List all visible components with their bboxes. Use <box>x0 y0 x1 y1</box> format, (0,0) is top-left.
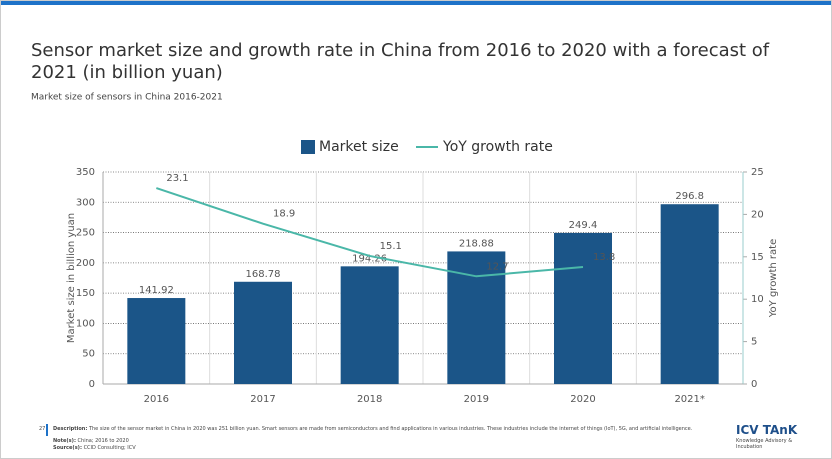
legend-label: Market size <box>319 139 399 155</box>
y2-tick-label: 25 <box>751 167 764 178</box>
y-tick-label: 350 <box>76 167 95 178</box>
bar-value-label: 194.26 <box>352 253 387 264</box>
source: Source(s): CCID Consulting; ICV <box>53 445 136 451</box>
top-bar <box>1 1 831 5</box>
source-label: Source(s): <box>53 445 82 451</box>
line-value-label: 15.1 <box>380 241 402 252</box>
title-line: Sensor market size and growth rate in Ch… <box>31 40 770 61</box>
bar <box>127 298 186 384</box>
x-tick-label: 2021* <box>674 394 704 405</box>
y2-tick-label: 5 <box>751 337 757 348</box>
line-value-label: 18.9 <box>273 209 295 220</box>
logo: ICV TAnK <box>736 423 798 437</box>
bar-value-label: 296.8 <box>675 191 704 202</box>
y-tick-label: 150 <box>76 288 95 299</box>
y-tick-label: 250 <box>76 228 95 239</box>
line-value-label: 12.7 <box>486 261 508 272</box>
y-tick-label: 200 <box>76 258 95 269</box>
line-value-label: 13.8 <box>593 252 615 263</box>
chart-title: Sensor market size and growth rate in Ch… <box>31 40 770 83</box>
y2-tick-label: 15 <box>751 252 764 263</box>
chart-subtitle: Market size of sensors in China 2016-202… <box>31 93 223 103</box>
description-label: Description: <box>53 426 88 432</box>
bar-value-label: 141.92 <box>139 285 174 296</box>
y2-tick-label: 0 <box>751 379 757 390</box>
y-axis-label: Market size in billion yuan <box>66 213 77 343</box>
x-tick-label: 2019 <box>464 394 489 405</box>
y-tick-label: 100 <box>76 318 95 329</box>
note-text: China; 2016 to 2020 <box>77 438 129 444</box>
note: Note(s): China; 2016 to 2020 <box>53 438 129 444</box>
y2-axis-label: YoY growth rate <box>768 239 779 318</box>
bar <box>340 266 399 384</box>
y-tick-label: 50 <box>82 349 95 360</box>
note-label: Note(s): <box>53 438 76 444</box>
logo-sub: Knowledge Advisory & Incubation <box>736 438 793 450</box>
x-tick-label: 2016 <box>144 394 169 405</box>
y2-tick-label: 20 <box>751 209 764 220</box>
bar <box>660 204 719 384</box>
bar <box>554 232 612 384</box>
bar-value-label: 168.78 <box>246 269 281 280</box>
y2-tick-label: 10 <box>751 294 764 305</box>
y-tick-label: 300 <box>76 197 95 208</box>
title-line: 2021 (in billion yuan) <box>31 62 223 83</box>
y-tick-label: 0 <box>89 379 95 390</box>
legend-label: YoY growth rate <box>442 139 553 155</box>
x-tick-label: 2018 <box>357 394 382 405</box>
bar-value-label: 249.4 <box>569 220 598 231</box>
accent <box>46 424 48 436</box>
source-text: CCID Consulting; ICV <box>83 445 136 451</box>
bar <box>234 281 292 384</box>
bar-value-label: 218.88 <box>459 238 494 249</box>
page-number: 27 <box>39 426 46 432</box>
description: Description: The size of the sensor mark… <box>53 426 692 432</box>
x-tick-label: 2017 <box>250 394 275 405</box>
line-value-label: 23.1 <box>166 173 188 184</box>
x-tick-label: 2020 <box>570 394 595 405</box>
description-text: The size of the sensor market in China i… <box>88 426 693 432</box>
line <box>156 187 584 278</box>
legend-swatch <box>301 140 315 154</box>
